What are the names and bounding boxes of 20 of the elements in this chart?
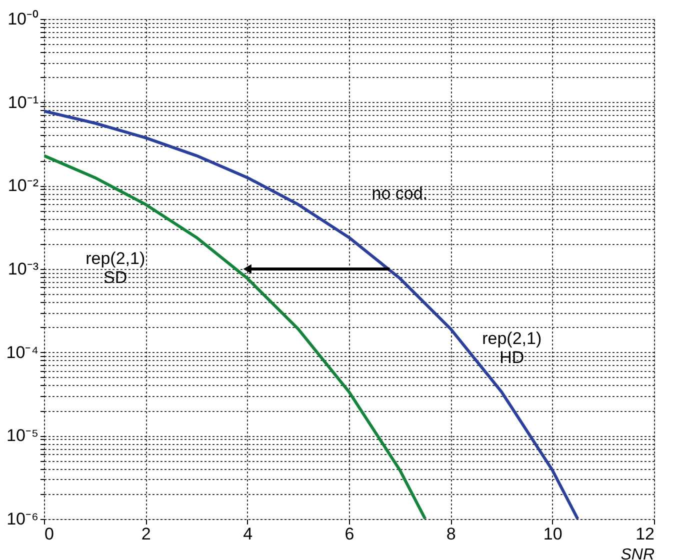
annotation: rep(2,1) SD xyxy=(86,249,146,287)
x-tick-label: 8 xyxy=(446,524,456,544)
y-tick-label: 10⁻¹ xyxy=(8,92,39,112)
x-tick-label: 10 xyxy=(543,524,562,544)
y-tick-label: 10⁻³ xyxy=(8,260,39,278)
x-axis-title: SNR xyxy=(620,546,655,560)
line-series xyxy=(44,110,580,519)
y-tick-label: 10⁻⁴ xyxy=(6,342,38,362)
annotation: rep(2,1) HD xyxy=(482,329,542,367)
annotation: no cod. xyxy=(372,184,428,203)
y-tick-label: 10⁻⁶ xyxy=(6,510,38,528)
x-tick-label: 4 xyxy=(243,524,253,544)
x-tick-label: 6 xyxy=(344,524,354,544)
x-tick-label: 12 xyxy=(636,524,654,544)
line-series xyxy=(44,154,427,519)
x-tick-label: 0 xyxy=(44,524,54,544)
y-tick-label: 10⁻⁰ xyxy=(8,10,38,28)
y-tick-label: 10⁻⁵ xyxy=(6,426,38,446)
x-tick-label: 2 xyxy=(141,524,151,544)
y-tick-label: 10⁻² xyxy=(8,176,39,196)
